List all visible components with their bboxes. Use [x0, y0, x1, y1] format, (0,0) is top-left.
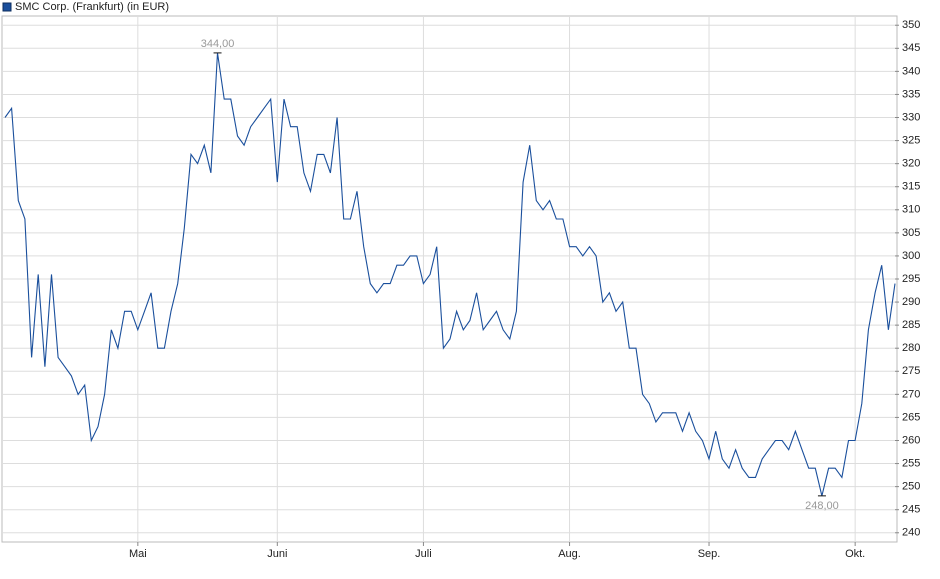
y-tick-label: 250 — [902, 481, 920, 493]
y-tick-label: 350 — [902, 19, 920, 31]
x-tick-label: Sep. — [698, 548, 721, 560]
y-tick-label: 315 — [902, 181, 920, 193]
y-tick-label: 335 — [902, 88, 920, 100]
y-tick-label: 325 — [902, 134, 920, 146]
legend-swatch — [2, 2, 12, 12]
y-tick-label: 310 — [902, 204, 920, 216]
legend-label: SMC Corp. (Frankfurt) (in EUR) — [15, 1, 169, 13]
y-tick-label: 305 — [902, 227, 920, 239]
price-line — [4, 52, 896, 497]
annotation: 248,00 — [805, 500, 839, 512]
y-tick-label: 320 — [902, 158, 920, 170]
y-tick-label: 295 — [902, 273, 920, 285]
y-tick-label: 240 — [902, 527, 920, 539]
x-tick-label: Juni — [267, 548, 287, 560]
y-tick-label: 275 — [902, 365, 920, 377]
x-tick-label: Juli — [415, 548, 432, 560]
y-tick-label: 260 — [902, 434, 920, 446]
y-tick-label: 245 — [902, 504, 920, 516]
x-tick-label: Mai — [129, 548, 147, 560]
x-tick-label: Okt. — [845, 548, 865, 560]
y-tick-label: 340 — [902, 65, 920, 77]
y-tick-label: 285 — [902, 319, 920, 331]
y-tick-label: 255 — [902, 457, 920, 469]
x-tick-label: Aug. — [558, 548, 581, 560]
y-tick-label: 270 — [902, 388, 920, 400]
y-tick-label: 330 — [902, 111, 920, 123]
y-tick-label: 265 — [902, 411, 920, 423]
y-tick-label: 300 — [902, 250, 920, 262]
y-tick-label: 345 — [902, 42, 920, 54]
y-tick-label: 280 — [902, 342, 920, 354]
annotation: 344,00 — [201, 38, 235, 50]
y-tick-label: 290 — [902, 296, 920, 308]
